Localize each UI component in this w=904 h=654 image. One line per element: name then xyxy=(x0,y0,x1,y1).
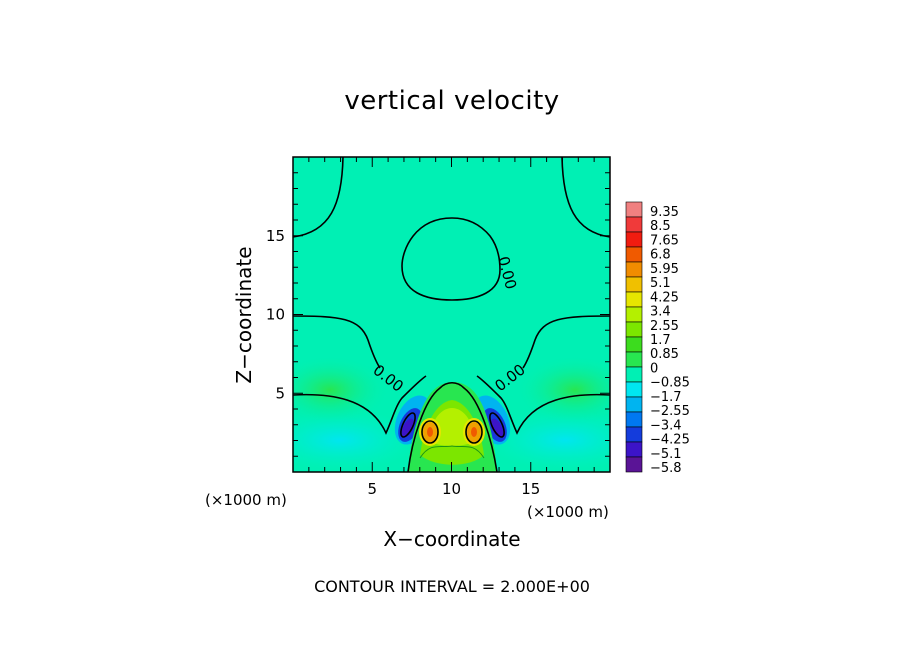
colorbar-label: 3.4 xyxy=(650,305,671,320)
colorbar-label: 1.7 xyxy=(650,333,671,348)
colorbar-swatch xyxy=(625,321,643,338)
colorbar: 9.358.57.656.85.955.14.253.42.551.70.850… xyxy=(625,201,690,476)
weak-updraft-left xyxy=(293,355,390,425)
colorbar-swatch xyxy=(625,366,643,383)
contour-lines xyxy=(293,157,610,472)
y-tick-label: 15 xyxy=(266,227,285,245)
colorbar-label: 4.25 xyxy=(650,290,679,305)
contour-interval-note: CONTOUR INTERVAL = 2.000E+00 xyxy=(314,577,590,596)
colorbar-label: 9.35 xyxy=(650,205,679,220)
colorbar-swatch xyxy=(625,411,643,428)
x-axis-title: X−coordinate xyxy=(383,527,521,551)
x-tick-label: 10 xyxy=(442,480,461,498)
colorbar-swatch xyxy=(625,441,643,458)
colorbar-label: 5.1 xyxy=(650,276,671,291)
x-axis-unit-label: (×1000 m) xyxy=(527,503,609,521)
colorbar-swatch xyxy=(625,201,643,218)
colorbar-label: −5.1 xyxy=(650,447,682,462)
axes: 5 10 15 5 10 15 xyxy=(266,157,610,498)
colorbar-swatch xyxy=(625,336,643,353)
colorbar-label: 0 xyxy=(650,361,658,376)
colorbar-label: −0.85 xyxy=(650,376,690,391)
colorbar-label: 8.5 xyxy=(650,219,671,234)
y-tick-label: 10 xyxy=(266,306,285,324)
weak-updraft-right xyxy=(515,355,610,425)
colorbar-label: 6.8 xyxy=(650,248,671,263)
colorbar-swatch xyxy=(625,216,643,233)
downdraft-region-left xyxy=(293,410,420,470)
colorbar-label: −5.8 xyxy=(650,461,682,476)
colorbar-swatch xyxy=(625,261,643,278)
colorbar-label: 7.65 xyxy=(650,233,679,248)
colorbar-swatch xyxy=(625,291,643,308)
colorbar-label: 0.85 xyxy=(650,347,679,362)
colorbar-label: −4.25 xyxy=(650,433,690,448)
x-tick-label: 15 xyxy=(521,480,540,498)
colorbar-label: −1.7 xyxy=(650,390,682,405)
colorbar-swatch xyxy=(625,246,643,263)
downdraft-region-right xyxy=(485,410,610,470)
colorbar-label: 5.95 xyxy=(650,262,679,277)
chart-title: vertical velocity xyxy=(344,86,560,116)
y-axis-unit-label: (×1000 m) xyxy=(205,491,287,509)
y-tick-label: 5 xyxy=(275,384,285,402)
field-layer xyxy=(293,157,610,472)
colorbar-swatch xyxy=(625,351,643,368)
colorbar-swatch xyxy=(625,231,643,248)
colorbar-swatch xyxy=(625,276,643,293)
colorbar-label: 2.55 xyxy=(650,319,679,334)
x-tick-label: 5 xyxy=(367,480,377,498)
colorbar-swatch xyxy=(625,396,643,413)
colorbar-swatch xyxy=(625,456,643,473)
colorbar-swatch xyxy=(625,306,643,323)
colorbar-label: −2.55 xyxy=(650,404,690,419)
colorbar-swatch xyxy=(625,381,643,398)
colorbar-label: −3.4 xyxy=(650,418,682,433)
colorbar-swatch xyxy=(625,426,643,443)
